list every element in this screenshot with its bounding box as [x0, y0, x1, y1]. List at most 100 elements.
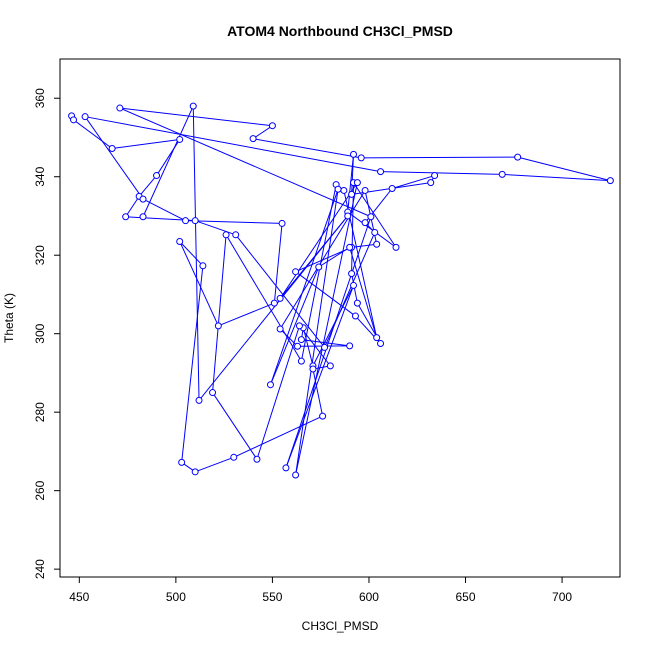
data-point [346, 243, 354, 251]
data-point [334, 185, 342, 193]
data-point [195, 396, 203, 404]
data-point [176, 135, 184, 143]
x-tick-label: 700 [552, 590, 572, 604]
series-segment [318, 246, 350, 268]
data-point [514, 153, 522, 161]
series-segment [279, 328, 298, 347]
data-point [199, 262, 207, 270]
series-segment [391, 175, 435, 189]
data-point [153, 172, 161, 180]
series-segment [353, 182, 397, 248]
series-segment [233, 415, 323, 458]
series-segment [235, 234, 325, 348]
series-segment [212, 234, 227, 393]
data-point [315, 263, 323, 271]
series-segment [156, 139, 181, 176]
data-point [214, 322, 222, 330]
series-segment [192, 106, 200, 401]
series-layer [68, 102, 614, 479]
data-point [297, 357, 305, 365]
data-point [70, 116, 78, 124]
data-point [122, 213, 130, 221]
series-segment [179, 241, 204, 267]
series-segment [347, 211, 397, 248]
series-segment [119, 107, 273, 127]
series-segment [349, 247, 378, 338]
data-point [606, 177, 614, 185]
series-segment [181, 265, 204, 463]
series-segment [312, 368, 324, 417]
x-tick-label: 550 [262, 590, 282, 604]
plot-area [59, 58, 621, 578]
y-tick-label: 320 [33, 245, 47, 265]
data-point [361, 219, 369, 227]
data-point [340, 186, 348, 194]
data-point [371, 228, 379, 236]
data-point [344, 212, 352, 220]
x-tick-label: 600 [359, 590, 379, 604]
data-point [388, 185, 396, 192]
data-point [81, 113, 89, 121]
series-segment [85, 116, 381, 173]
data-point [253, 455, 261, 463]
data-point [116, 104, 124, 112]
data-point [353, 179, 361, 187]
series-segment [256, 325, 300, 460]
series-segment [302, 327, 314, 366]
series-segment [125, 196, 140, 218]
data-point [191, 468, 199, 476]
series-segment [195, 220, 236, 236]
data-point [326, 362, 334, 370]
x-axis-label: CH3Cl_PMSD [302, 619, 379, 633]
data-point [392, 243, 400, 251]
data-point [266, 381, 274, 389]
series-segment [198, 215, 349, 401]
x-tick-label: 650 [456, 590, 476, 604]
y-tick-label: 360 [33, 88, 47, 108]
data-point [427, 179, 435, 187]
data-point [139, 195, 147, 203]
series-segment [270, 189, 339, 385]
series-segment [279, 182, 358, 299]
data-point [176, 237, 184, 245]
data-point [377, 340, 385, 348]
x-axis: 450 500 550 600 650 700 [69, 577, 572, 604]
series-segment [253, 138, 362, 159]
data-point [182, 217, 190, 225]
series-segment [225, 234, 302, 362]
series-segment [361, 156, 518, 159]
series-segment [273, 223, 283, 304]
data-point [373, 240, 381, 248]
data-point [276, 325, 284, 333]
data-point [361, 186, 369, 194]
data-point [209, 389, 217, 397]
y-axis: 240 260 280 300 320 340 360 [33, 88, 60, 579]
data-point [108, 144, 116, 152]
data-point [351, 312, 359, 320]
series-segment [185, 220, 283, 224]
data-point [282, 464, 290, 472]
data-point [292, 268, 300, 276]
x-tick-label: 500 [166, 590, 186, 604]
data-point [278, 219, 286, 227]
data-point [297, 336, 305, 344]
series-segment [270, 266, 320, 385]
y-axis-label: Theta (K) [2, 293, 16, 343]
series-segment [212, 392, 258, 460]
data-point [348, 270, 356, 278]
series-segment [73, 119, 113, 149]
y-tick-label: 280 [33, 402, 47, 422]
series-segment [517, 156, 611, 182]
data-point [222, 231, 230, 239]
series-segment [300, 184, 337, 362]
series-segment [285, 285, 354, 469]
data-point [294, 342, 302, 350]
data-point [139, 213, 147, 221]
data-point [319, 412, 327, 420]
series-segment [295, 182, 358, 476]
x-tick-label: 450 [69, 590, 89, 604]
data-point [350, 281, 358, 289]
series-segment [142, 105, 194, 217]
data-point [276, 294, 284, 302]
